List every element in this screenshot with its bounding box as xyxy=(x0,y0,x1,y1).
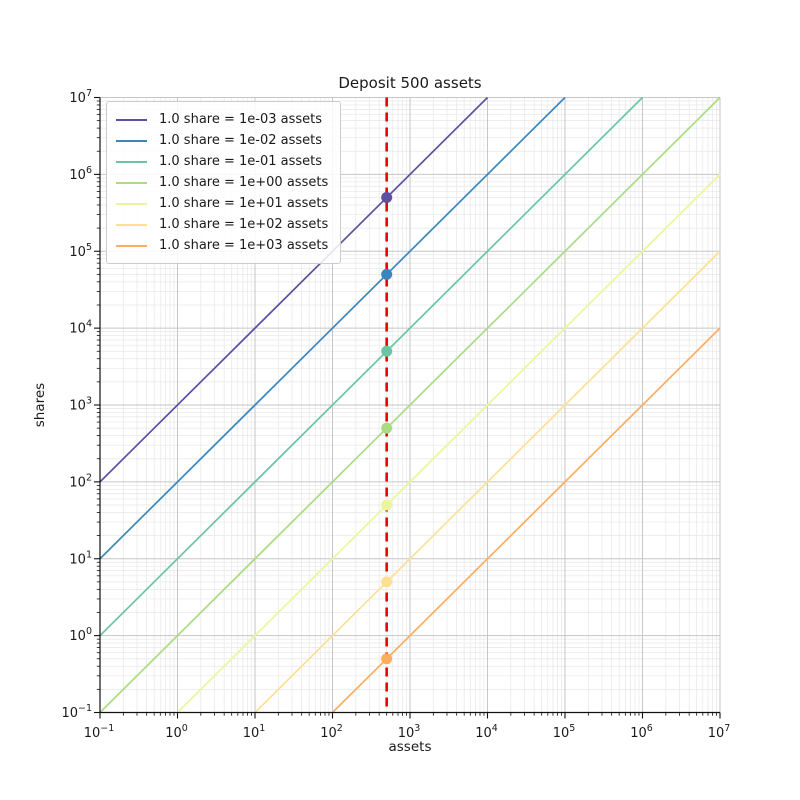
x-tick-label: 104 xyxy=(475,723,498,741)
legend-item: 1.0 share = 1e+01 assets xyxy=(116,193,328,214)
y-tick-label: 101 xyxy=(69,549,92,567)
legend-line-swatch xyxy=(116,202,147,205)
x-tick-label: 105 xyxy=(553,723,576,741)
legend-item: 1.0 share = 1e-01 assets xyxy=(116,151,328,172)
data-point-marker xyxy=(381,268,393,280)
legend-line-swatch xyxy=(116,160,147,163)
legend-item: 1.0 share = 1e-02 assets xyxy=(116,130,328,151)
legend: 1.0 share = 1e-03 assets 1.0 share = 1e-0… xyxy=(106,101,342,264)
legend-label: 1.0 share = 1e-03 assets xyxy=(159,112,323,127)
x-tick-label: 101 xyxy=(243,723,266,741)
y-tick-label: 100 xyxy=(69,626,92,644)
legend-line-swatch xyxy=(116,244,147,247)
y-tick-label: 104 xyxy=(69,319,92,337)
legend-item: 1.0 share = 1e+03 assets xyxy=(116,235,328,256)
legend-label: 1.0 share = 1e+02 assets xyxy=(159,217,329,232)
data-point-marker xyxy=(381,345,393,357)
y-tick-label: 105 xyxy=(69,242,92,260)
chart-title: Deposit 500 assets xyxy=(338,74,481,92)
legend-item: 1.0 share = 1e-03 assets xyxy=(116,109,328,130)
legend-line-swatch xyxy=(116,118,147,121)
legend-label: 1.0 share = 1e-02 assets xyxy=(159,133,323,148)
legend-label: 1.0 share = 1e-01 assets xyxy=(159,154,323,169)
legend-label: 1.0 share = 1e+03 assets xyxy=(159,238,329,253)
y-tick-label: 106 xyxy=(69,165,92,183)
rate-line xyxy=(99,96,566,560)
legend-label: 1.0 share = 1e+00 assets xyxy=(159,175,329,190)
x-tick-label: 10−1 xyxy=(84,723,115,741)
legend-line-swatch xyxy=(116,181,147,184)
rate-line xyxy=(254,250,721,714)
rate-line xyxy=(99,96,644,637)
x-tick-label: 100 xyxy=(165,723,188,741)
data-point-marker xyxy=(381,576,393,588)
legend-item: 1.0 share = 1e+02 assets xyxy=(116,214,328,235)
axes-spines-ticks xyxy=(94,96,721,719)
legend-item: 1.0 share = 1e+00 assets xyxy=(116,172,328,193)
data-point-marker xyxy=(381,499,393,511)
rate-line xyxy=(176,173,721,714)
y-axis-label: shares xyxy=(32,383,48,427)
rate-line xyxy=(99,96,721,714)
series-lines xyxy=(99,96,721,714)
data-point-marker xyxy=(381,422,393,434)
legend-line-swatch xyxy=(116,223,147,226)
x-tick-label: 102 xyxy=(320,723,343,741)
y-tick-label: 103 xyxy=(69,396,92,414)
legend-line-swatch xyxy=(116,139,147,142)
x-tick-label: 107 xyxy=(708,723,731,741)
y-tick-label: 107 xyxy=(69,88,92,106)
data-point-markers xyxy=(381,192,393,665)
y-tick-label: 10−1 xyxy=(61,703,92,721)
data-point-marker xyxy=(381,192,393,204)
rate-line xyxy=(99,96,489,483)
data-point-marker xyxy=(381,653,393,665)
y-tick-label: 102 xyxy=(69,472,92,490)
x-axis-label: assets xyxy=(389,739,432,755)
rate-line xyxy=(331,327,721,714)
legend-label: 1.0 share = 1e+01 assets xyxy=(159,196,329,211)
x-tick-label: 106 xyxy=(630,723,653,741)
